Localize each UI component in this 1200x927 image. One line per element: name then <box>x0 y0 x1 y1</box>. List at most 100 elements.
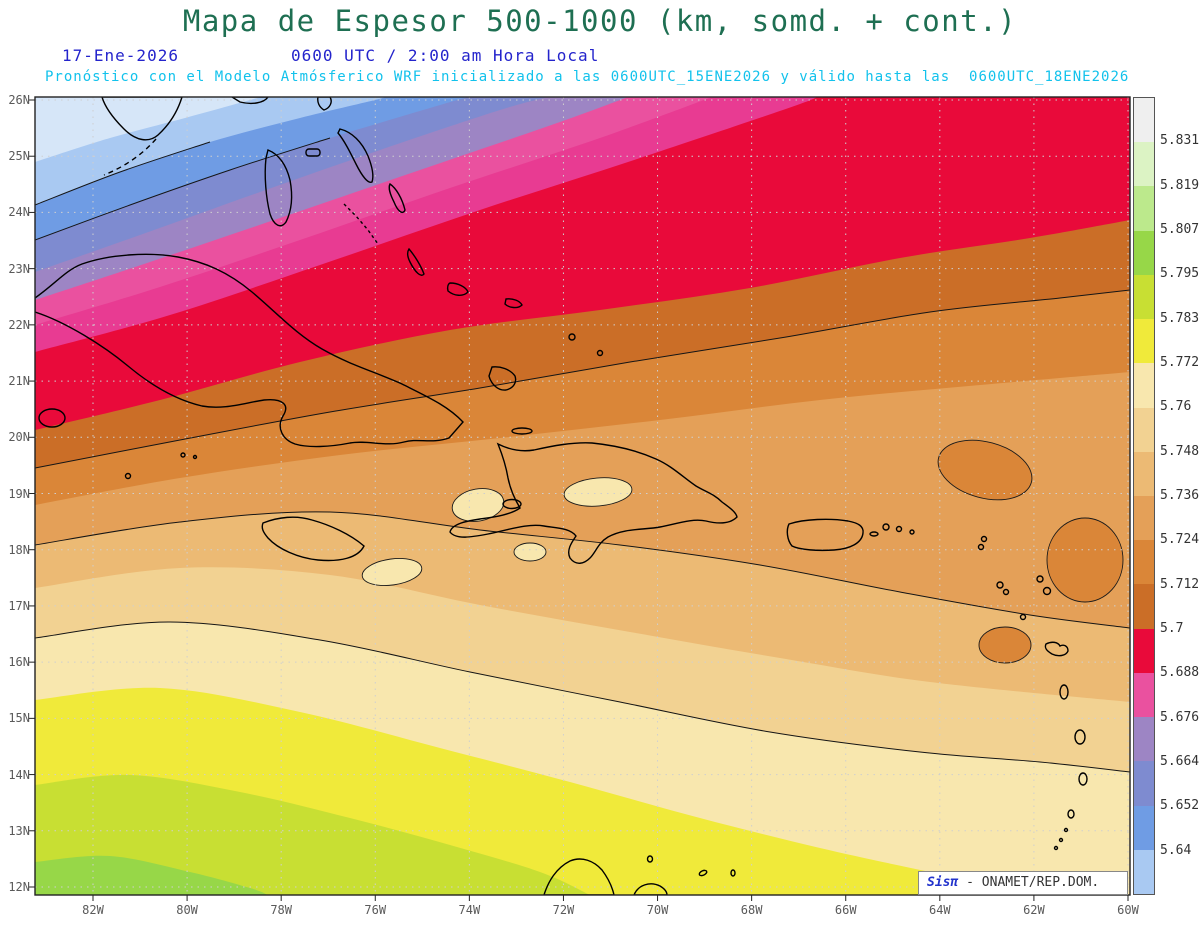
lat-label: 13N <box>8 823 30 838</box>
coast-paraguana <box>633 883 668 895</box>
dark-orange-patch <box>1046 517 1124 603</box>
contour-line <box>35 511 1130 629</box>
coast-puerto-rico <box>786 518 864 552</box>
lon-label: 70W <box>646 903 669 917</box>
cream-patch <box>361 558 423 586</box>
colorbar-swatch <box>1134 98 1154 143</box>
colorbar-swatch <box>1134 761 1154 806</box>
contour-line <box>35 289 1130 469</box>
coast-mayaguana <box>504 298 523 309</box>
colorbar-swatch <box>1134 230 1154 275</box>
colorbar-swatch <box>1134 319 1154 364</box>
colorbar-swatch <box>1134 495 1154 541</box>
lon-label: 74W <box>458 903 481 917</box>
lon-label: 68W <box>740 903 763 917</box>
colorbar-swatch <box>1134 584 1154 629</box>
lat-label: 18N <box>8 542 30 557</box>
colorbar-label: 5.783 <box>1160 310 1200 326</box>
coast-new-providence <box>305 148 321 157</box>
coast-inagua <box>488 366 517 391</box>
colorbar-label: 5.807 <box>1160 222 1200 237</box>
colorbar-swatch <box>1134 540 1154 585</box>
colorbar-swatch <box>1134 849 1154 894</box>
lat-label: 20N <box>8 430 30 445</box>
lon-label: 76W <box>364 903 387 917</box>
contour-lines <box>35 137 1130 773</box>
lat-label: 22N <box>8 317 30 332</box>
colorbar-swatch <box>1134 407 1154 452</box>
colorbar-swatch <box>1134 628 1154 673</box>
coast-tortue <box>511 427 533 435</box>
thickness-bands <box>35 97 1130 895</box>
lat-label: 15N <box>8 711 30 726</box>
band-north <box>35 97 262 162</box>
contour-line <box>35 621 1130 773</box>
cream-patch <box>563 477 633 507</box>
map-title: Mapa de Espesor 500-1000 (km, somd. + co… <box>182 4 1018 38</box>
coast-cat-island <box>388 182 406 214</box>
coast-exumas <box>343 203 379 245</box>
lat-label: 26N <box>8 93 30 107</box>
colorbar-label: 5.748 <box>1160 443 1200 459</box>
lon-label: 62W <box>1023 903 1045 917</box>
coast-cayman-brac <box>192 454 198 460</box>
coast-jamaica <box>261 516 365 562</box>
coast-florida <box>101 97 183 141</box>
lat-label: 21N <box>8 374 30 389</box>
datetime-row: 17-Ene-2026 0600 UTC / 2:00 am Hora Local <box>62 46 599 65</box>
coast-long-island <box>406 247 425 276</box>
colorbar-label: 5.652 <box>1160 798 1200 814</box>
contour-line <box>35 137 331 241</box>
coast-eleuthera <box>337 128 374 183</box>
colorbar-swatch <box>1134 805 1154 850</box>
cream-patch <box>451 488 505 522</box>
coastlines <box>35 97 1088 895</box>
watermark-brand: Sisπ <box>927 875 959 890</box>
colorbar-label: 5.664 <box>1160 754 1200 769</box>
contour-line <box>35 141 211 206</box>
lat-label: 14N <box>8 767 30 782</box>
coast-curacao <box>698 869 708 877</box>
colorbar-label: 5.724 <box>1160 532 1200 548</box>
colorbar-label: 5.676 <box>1160 709 1200 725</box>
time-label: 0600 UTC / 2:00 am Hora Local <box>290 46 600 65</box>
graticule-grid <box>35 97 1130 895</box>
coast-bonaire <box>730 869 736 877</box>
colorbar-label: 5.7 <box>1160 621 1184 636</box>
lon-label: 78W <box>270 903 293 917</box>
colorbar-label: 5.831 <box>1160 133 1200 149</box>
map-frame <box>34 96 1131 896</box>
colorbar-label: 5.819 <box>1160 177 1200 193</box>
coast-andros <box>264 149 293 227</box>
coast-grand-cayman <box>124 472 132 480</box>
colorbar <box>1133 97 1155 895</box>
lon-label: 82W <box>82 903 104 917</box>
band-south <box>35 774 590 895</box>
coast-vieques <box>869 531 879 537</box>
forecast-note: Pronóstico con el Modelo Atmósferico WRF… <box>45 69 1130 85</box>
colorbar-label: 5.772 <box>1160 355 1200 370</box>
axis-ticks <box>29 99 1129 901</box>
coast-little-cayman <box>180 452 186 458</box>
coast-crooked-island <box>446 282 469 296</box>
coast-aruba <box>646 855 654 863</box>
lat-label: 24N <box>8 205 30 220</box>
coast-hispaniola <box>449 442 738 564</box>
cream-patch <box>513 542 547 562</box>
coast-cuba <box>35 253 464 448</box>
colorbar-label: 5.736 <box>1160 488 1200 503</box>
lat-label: 19N <box>8 486 30 501</box>
lon-label: 80W <box>176 903 198 917</box>
colorbar-swatch <box>1134 672 1154 718</box>
lat-label: 17N <box>8 598 30 613</box>
lat-label: 16N <box>8 655 30 670</box>
colorbar-swatch <box>1134 451 1154 496</box>
coast-guajira <box>543 858 615 895</box>
colorbar-swatch <box>1134 186 1154 231</box>
dark-orange-patch <box>937 439 1033 501</box>
lon-label: 66W <box>834 903 857 917</box>
colorbar-swatch <box>1134 363 1154 408</box>
colorbar-swatch <box>1134 274 1154 320</box>
lat-label: 23N <box>8 261 30 276</box>
